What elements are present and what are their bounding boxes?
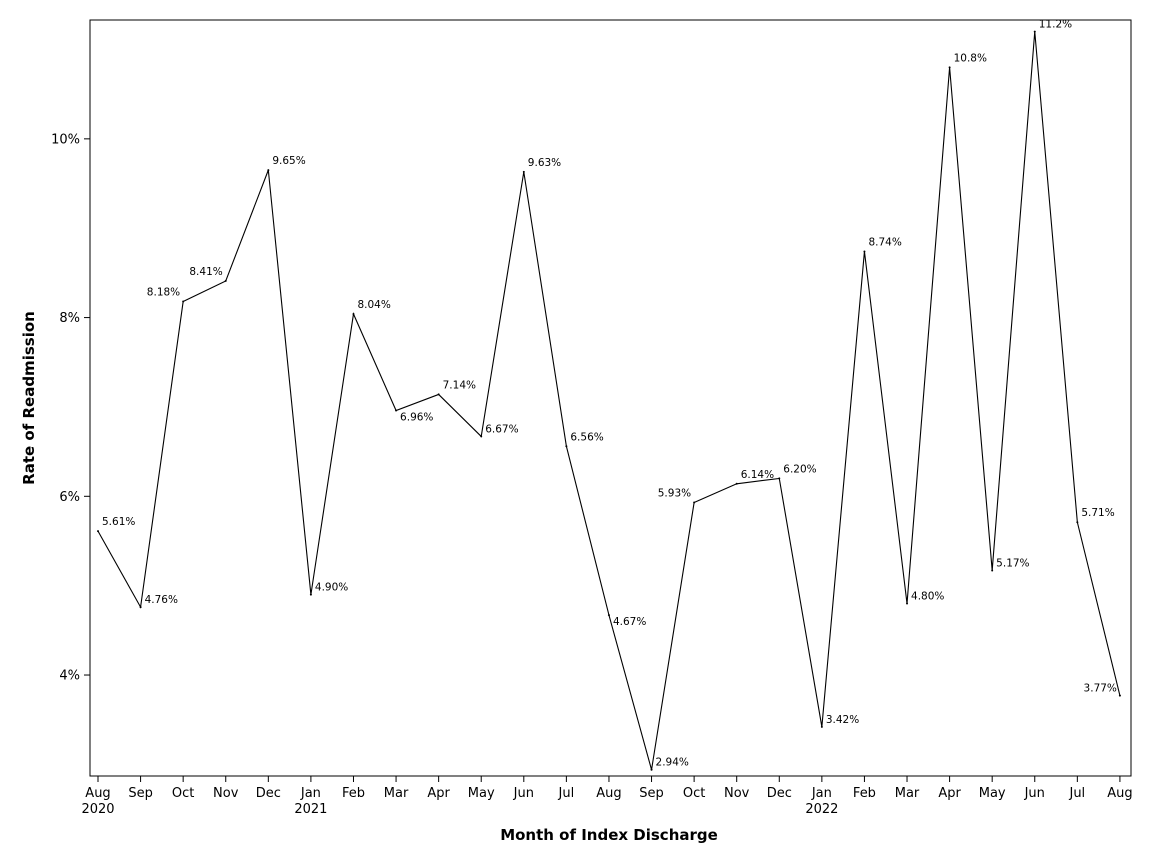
- data-point: [778, 477, 781, 480]
- data-label: 11.2%: [1039, 19, 1072, 31]
- y-tick-label: 10%: [51, 132, 80, 147]
- data-label: 4.67%: [613, 616, 646, 628]
- x-tick-month-label: Apr: [427, 786, 450, 801]
- data-point: [1033, 30, 1036, 33]
- data-point: [565, 445, 568, 448]
- data-label: 6.67%: [485, 423, 518, 435]
- data-point: [97, 530, 99, 533]
- x-tick-month-label: Aug: [85, 786, 110, 801]
- x-tick-month-label: Mar: [384, 786, 409, 801]
- x-tick-month-label: Apr: [938, 786, 961, 801]
- x-tick-month-label: Aug: [596, 786, 621, 801]
- data-point: [735, 482, 738, 485]
- plot-frame: [89, 19, 1132, 777]
- data-label: 6.20%: [783, 463, 816, 475]
- data-point: [522, 170, 525, 173]
- data-point: [480, 435, 483, 438]
- series-line: [97, 31, 1121, 770]
- y-axis-title: Rate of Readmission: [20, 311, 38, 485]
- data-label: 4.90%: [315, 582, 348, 594]
- data-label: 9.65%: [272, 155, 305, 167]
- data-point: [991, 569, 994, 572]
- data-label: 5.61%: [102, 516, 135, 528]
- data-point: [139, 606, 142, 609]
- y-axis: 4% 6% 8% 10%: [51, 132, 90, 684]
- x-tick-month-label: Sep: [639, 786, 664, 801]
- data-point: [395, 409, 398, 412]
- data-label-layer: 5.61% 4.76% 8.18% 8.41% 9.65% 4.90% 8.04% 6.96%…: [102, 19, 1117, 769]
- data-point: [182, 300, 185, 303]
- data-point: [1118, 694, 1121, 697]
- data-point: [1076, 521, 1079, 524]
- data-label: 7.14%: [443, 379, 476, 391]
- data-label: 10.8%: [954, 52, 987, 64]
- data-point: [352, 313, 355, 315]
- y-tick-label: 4%: [59, 669, 80, 684]
- x-tick-month-label: Nov: [724, 786, 750, 801]
- data-point: [650, 768, 653, 771]
- data-point: [224, 279, 227, 282]
- data-label: 8.41%: [189, 266, 222, 278]
- data-point: [693, 501, 696, 504]
- x-tick-month-label: Mar: [895, 786, 920, 801]
- x-tick-month-label: Dec: [256, 786, 281, 801]
- data-label: 6.14%: [741, 469, 774, 481]
- data-point: [309, 593, 312, 596]
- x-tick-year-label: 2020: [81, 802, 114, 817]
- x-tick-year-label: 2021: [294, 802, 327, 817]
- data-point: [820, 725, 823, 728]
- data-point: [906, 602, 909, 605]
- x-tick-month-label: Sep: [128, 786, 153, 801]
- x-tick-month-label: May: [468, 786, 495, 801]
- data-label: 2.94%: [656, 757, 689, 769]
- x-tick-year-label: 2022: [805, 802, 838, 817]
- x-tick-month-label: Jul: [1068, 786, 1085, 801]
- data-point: [863, 250, 866, 253]
- series-layer: [97, 30, 1121, 771]
- data-label: 8.04%: [357, 299, 390, 311]
- data-label: 8.74%: [868, 236, 901, 248]
- data-label: 4.80%: [911, 591, 944, 603]
- data-label: 6.96%: [400, 412, 433, 424]
- y-tick-label: 8%: [59, 311, 80, 326]
- data-label: 5.17%: [996, 557, 1029, 569]
- data-point: [607, 614, 610, 617]
- data-label: 3.77%: [1084, 683, 1117, 695]
- x-tick-month-label: Oct: [172, 786, 194, 801]
- x-tick-month-label: Jul: [558, 786, 575, 801]
- x-tick-month-label: May: [979, 786, 1006, 801]
- data-point: [437, 393, 440, 396]
- data-point: [948, 66, 951, 69]
- x-tick-month-label: Jan: [300, 786, 321, 801]
- x-tick-month-label: Jun: [1024, 786, 1045, 801]
- data-point: [267, 169, 270, 172]
- x-tick-month-label: Feb: [342, 786, 365, 801]
- x-tick-month-label: Nov: [213, 786, 239, 801]
- x-tick-month-label: Oct: [683, 786, 705, 801]
- data-label: 6.56%: [570, 431, 603, 443]
- y-tick-label: 6%: [59, 490, 80, 505]
- data-label: 8.18%: [147, 286, 180, 298]
- data-label: 4.76%: [145, 594, 178, 606]
- x-tick-month-label: Jan: [811, 786, 832, 801]
- x-axis-title: Month of Index Discharge: [500, 826, 718, 844]
- x-tick-month-label: Jun: [513, 786, 534, 801]
- x-tick-month-label: Aug: [1107, 786, 1132, 801]
- data-label: 9.63%: [528, 157, 561, 169]
- data-label: 5.71%: [1081, 507, 1114, 519]
- x-tick-month-label: Feb: [853, 786, 876, 801]
- data-label: 3.42%: [826, 714, 859, 726]
- data-label: 5.93%: [658, 488, 691, 500]
- x-tick-month-label: Dec: [767, 786, 792, 801]
